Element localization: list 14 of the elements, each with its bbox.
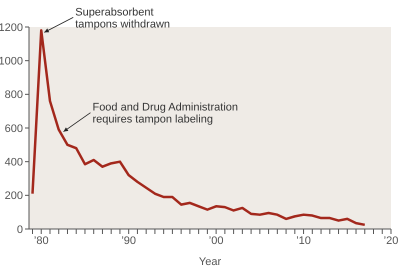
x-tick-label: ’90 (121, 234, 136, 247)
y-tick-label: 800 (4, 89, 23, 102)
line-series (31, 29, 366, 226)
x-tick-label: ’10 (296, 234, 311, 247)
y-tick-label: 0 (16, 224, 23, 236)
y-tick-label: 200 (4, 190, 23, 202)
x-axis-title: Year (198, 256, 222, 267)
x-tick-label: ’80 (34, 234, 49, 247)
x-tick-label: ’00 (208, 234, 224, 247)
y-tick-label: 400 (4, 156, 23, 169)
annotation: Superabsorbent tampons withdrawn (75, 6, 170, 30)
y-tick-label: 600 (4, 122, 23, 135)
annotation: Food and Drug Administration requires tampon labeling (92, 102, 238, 126)
x-tick-label: ’20 (384, 234, 398, 247)
